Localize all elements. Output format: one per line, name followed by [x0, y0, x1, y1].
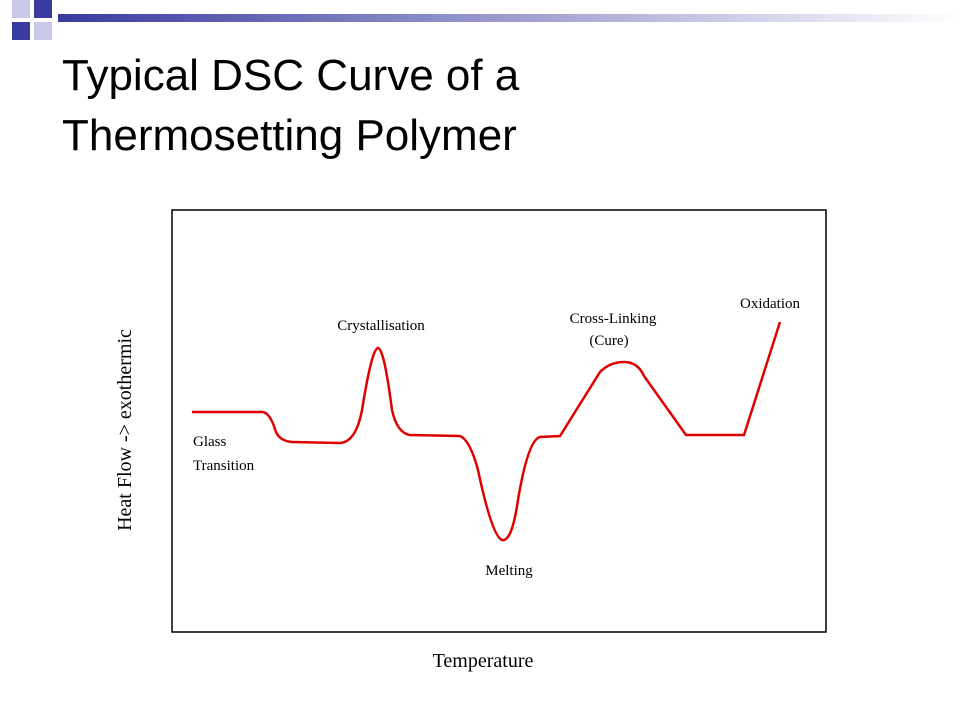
title-line: Typical DSC Curve of a: [62, 51, 520, 100]
annotation: Transition: [193, 458, 255, 474]
decoration: [12, 0, 960, 40]
annotation: Crystallisation: [337, 318, 425, 334]
annotation: Melting: [485, 563, 533, 579]
annotation: Glass: [193, 434, 226, 450]
title-line: Thermosetting Polymer: [62, 111, 517, 160]
annotation: Cross-Linking: [570, 311, 657, 327]
annotation: Oxidation: [740, 296, 800, 312]
y-axis-label: Heat Flow -> exothermic: [114, 329, 136, 531]
annotation: (Cure): [589, 333, 628, 349]
x-axis-label: Temperature: [433, 650, 534, 672]
plot-frame: [171, 209, 827, 633]
dsc-curve: [192, 321, 782, 542]
